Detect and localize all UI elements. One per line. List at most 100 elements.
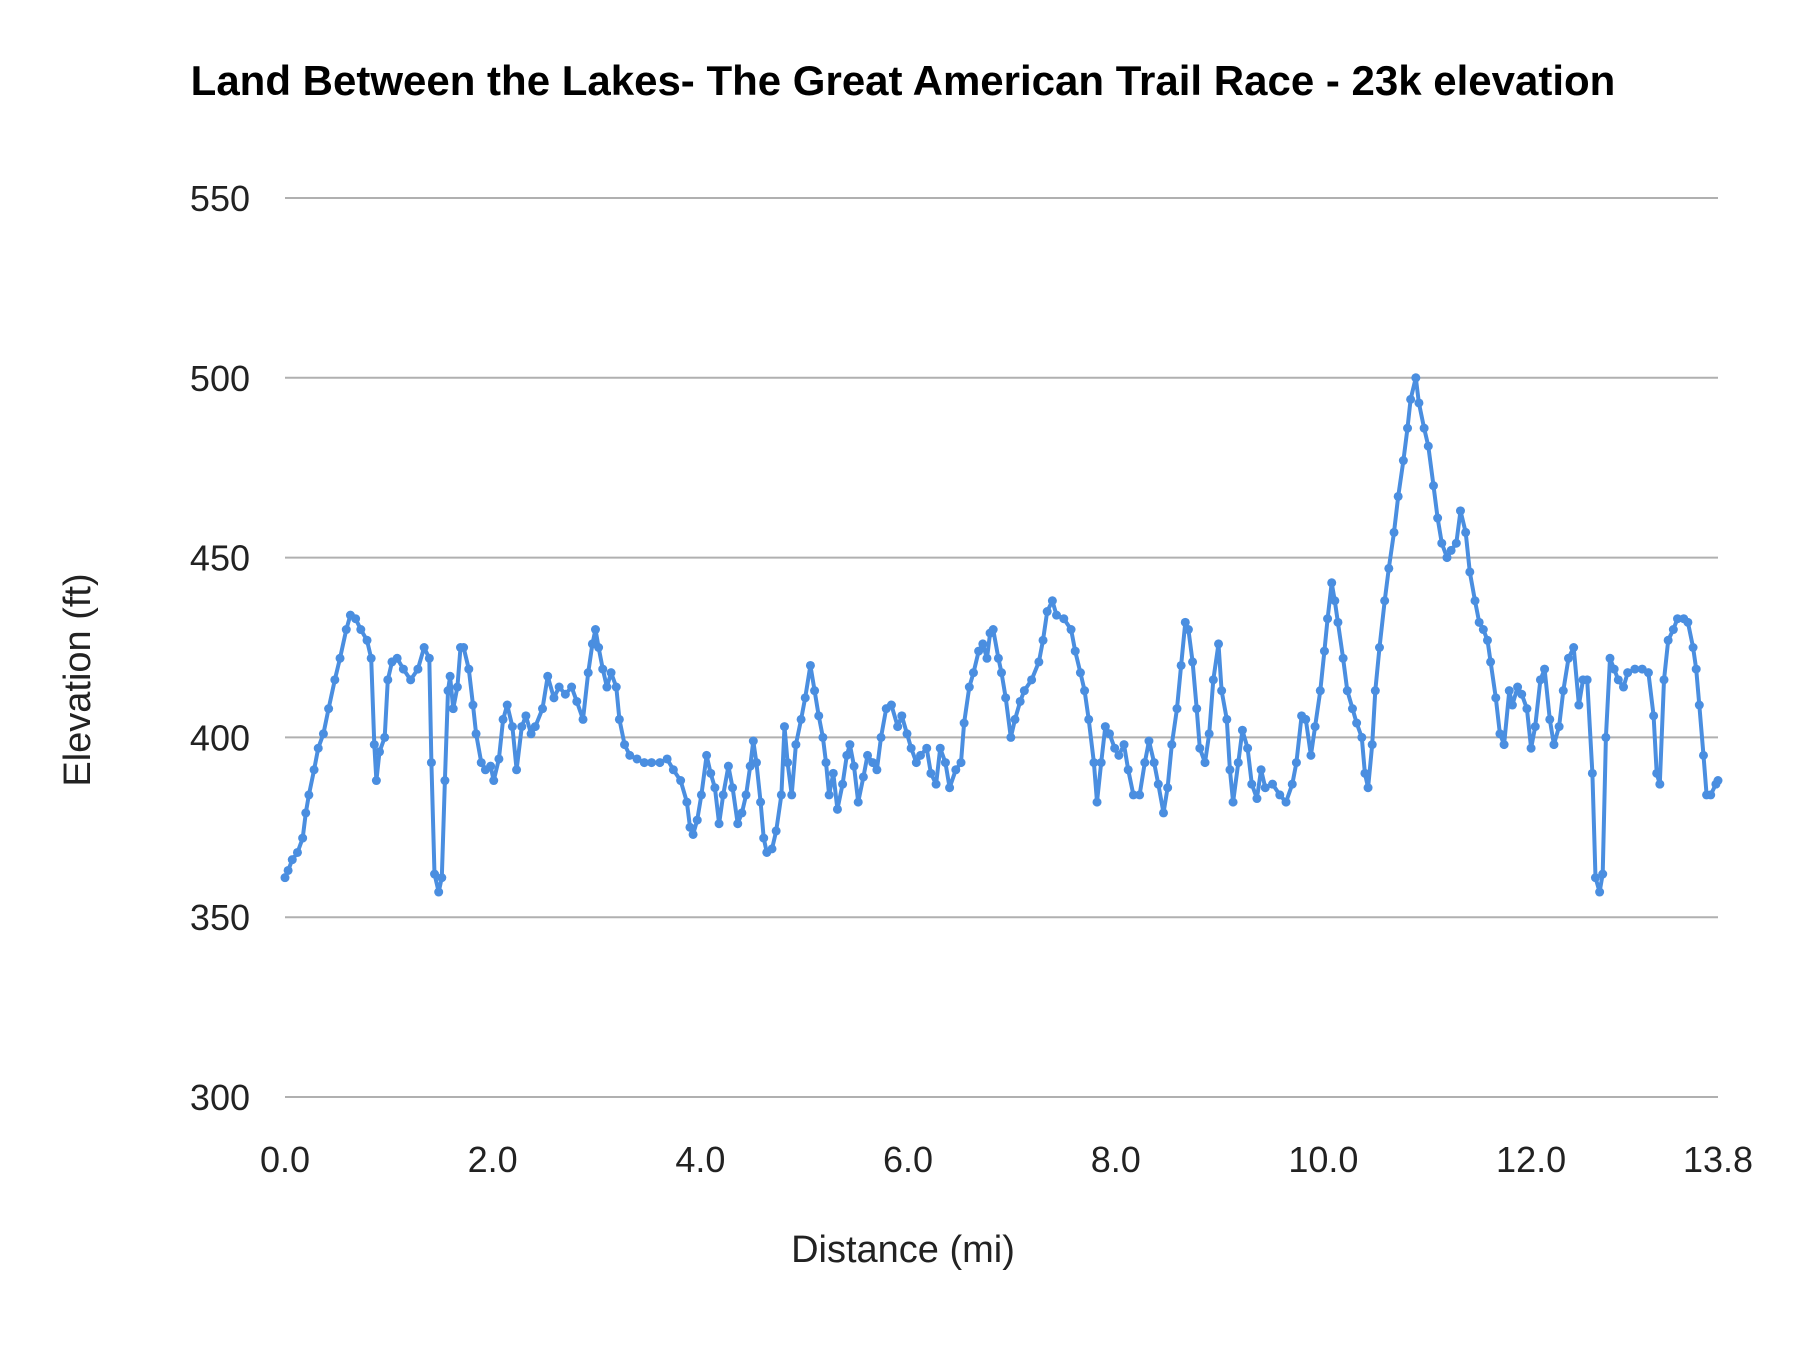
data-point — [1455, 506, 1465, 516]
data-point — [1188, 657, 1198, 667]
data-point — [1066, 625, 1076, 635]
data-point — [696, 790, 706, 800]
data-point — [702, 750, 712, 760]
data-point — [779, 722, 789, 732]
data-point — [821, 758, 831, 768]
data-point — [1128, 790, 1138, 800]
data-point — [974, 646, 984, 656]
data-point — [1015, 696, 1025, 706]
data-point — [1047, 596, 1057, 606]
data-point — [723, 761, 733, 771]
data-point — [1554, 722, 1564, 732]
data-point — [916, 750, 926, 760]
data-point — [1306, 750, 1316, 760]
data-point — [935, 743, 945, 753]
data-point — [512, 765, 522, 775]
data-point — [1233, 758, 1243, 768]
data-point — [1374, 643, 1384, 652]
data-point — [598, 664, 608, 674]
data-point — [951, 765, 961, 775]
data-point — [1649, 711, 1659, 721]
data-point — [1140, 758, 1150, 768]
data-point — [1370, 686, 1380, 696]
data-point — [1613, 675, 1623, 685]
y-tick-label: 400 — [190, 717, 250, 758]
data-point — [968, 668, 978, 678]
data-point — [1691, 664, 1701, 674]
data-point — [1327, 578, 1337, 588]
data-point — [494, 754, 504, 764]
data-point — [767, 844, 777, 854]
data-point — [1713, 776, 1723, 786]
data-point — [1301, 714, 1311, 724]
data-point — [1389, 527, 1399, 537]
data-point — [787, 790, 797, 800]
data-point — [362, 635, 372, 645]
data-point — [366, 653, 376, 663]
data-point — [452, 682, 462, 692]
data-point — [287, 855, 297, 865]
data-point — [324, 704, 334, 714]
x-tick-label: 8.0 — [1091, 1139, 1141, 1180]
data-point — [1590, 873, 1600, 883]
data-point — [521, 711, 531, 721]
data-point — [997, 668, 1006, 678]
data-point — [1357, 732, 1367, 742]
data-point — [1315, 686, 1325, 696]
data-point — [1698, 750, 1708, 760]
data-point — [406, 675, 416, 685]
data-point — [688, 829, 698, 839]
data-point — [783, 758, 793, 768]
data-point — [1442, 553, 1452, 563]
data-point — [443, 686, 453, 696]
data-point — [459, 643, 469, 652]
data-point — [1428, 481, 1438, 491]
data-point — [1323, 614, 1333, 624]
data-point — [710, 783, 720, 793]
data-point — [507, 722, 517, 732]
data-point — [1393, 491, 1403, 501]
gridlines — [285, 197, 1718, 1098]
data-point — [301, 808, 311, 818]
data-point — [1694, 700, 1704, 710]
data-point — [1504, 686, 1514, 696]
data-point — [692, 815, 702, 825]
data-point — [776, 790, 786, 800]
data-point — [1411, 373, 1421, 383]
y-tick-label: 550 — [190, 178, 250, 219]
data-point — [676, 776, 686, 786]
data-point — [751, 758, 761, 768]
data-point — [1574, 700, 1584, 710]
data-point — [1619, 682, 1629, 692]
data-point — [625, 750, 635, 760]
data-point — [489, 776, 499, 786]
data-point — [567, 682, 577, 692]
data-point — [1114, 750, 1124, 760]
data-point — [392, 653, 402, 663]
data-point — [1096, 758, 1106, 768]
y-tick-label: 500 — [190, 358, 250, 399]
data-point — [1237, 725, 1247, 735]
data-point — [502, 700, 512, 710]
data-point — [759, 833, 769, 843]
data-point — [1563, 653, 1573, 663]
data-point — [1110, 743, 1120, 753]
x-tick-label: 12.0 — [1496, 1139, 1566, 1180]
data-point — [1478, 625, 1488, 635]
data-point — [956, 758, 966, 768]
data-point — [632, 754, 642, 764]
data-point — [1360, 768, 1370, 778]
data-point — [1281, 797, 1291, 807]
data-point — [1119, 740, 1129, 750]
data-point — [1384, 563, 1394, 573]
data-point — [1605, 653, 1615, 663]
data-point — [1135, 790, 1145, 800]
data-point — [1398, 456, 1408, 466]
data-point — [371, 776, 381, 786]
data-point — [1019, 686, 1029, 696]
x-axis-label: Distance (mi) — [791, 1229, 1015, 1271]
data-point — [578, 714, 588, 724]
data-point — [1437, 538, 1447, 548]
data-point — [1419, 423, 1429, 433]
data-point — [639, 758, 649, 768]
